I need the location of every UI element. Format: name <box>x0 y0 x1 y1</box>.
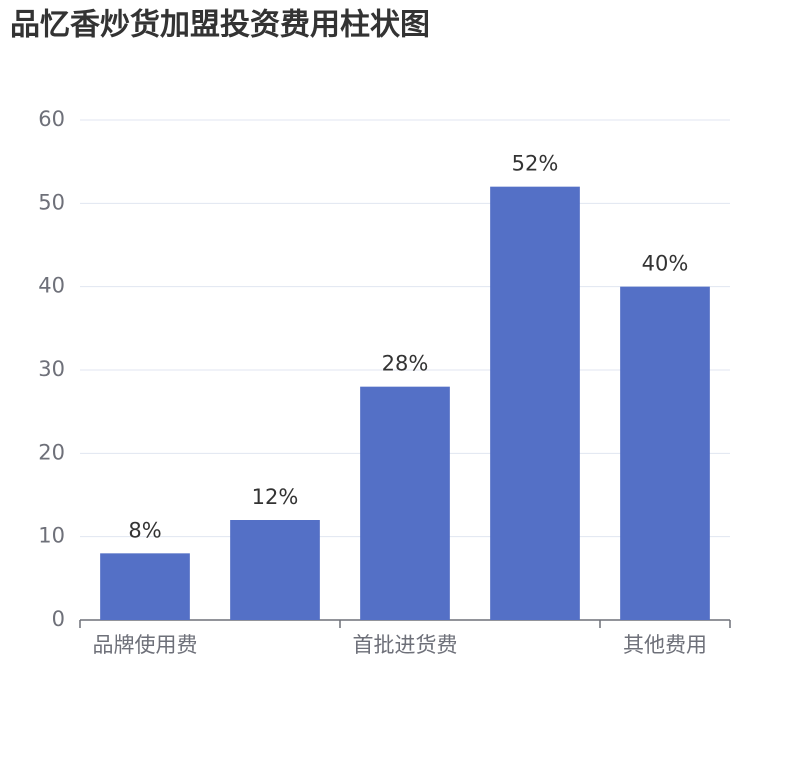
x-tick-label: 首批进货费 <box>353 633 458 657</box>
bar <box>360 386 450 620</box>
y-tick-label: 60 <box>38 107 65 131</box>
y-tick-label: 40 <box>38 274 65 298</box>
value-label: 12% <box>252 485 299 509</box>
x-tick-label: 品牌使用费 <box>93 633 198 657</box>
y-tick-label: 50 <box>38 190 65 214</box>
value-label: 28% <box>382 352 429 376</box>
y-tick-label: 20 <box>38 440 65 464</box>
y-tick-label: 0 <box>52 607 65 631</box>
bar <box>230 520 320 620</box>
chart-title: 品忆香炒货加盟投资费用柱状图 <box>10 8 430 43</box>
x-tick-label: 其他费用 <box>623 633 707 657</box>
bar <box>490 186 580 620</box>
y-tick-label: 30 <box>38 357 65 381</box>
y-tick-label: 10 <box>38 524 65 548</box>
bar <box>100 553 190 620</box>
bar <box>620 286 710 620</box>
value-label: 8% <box>128 518 161 542</box>
value-label: 52% <box>512 152 559 176</box>
value-label: 40% <box>642 252 689 276</box>
